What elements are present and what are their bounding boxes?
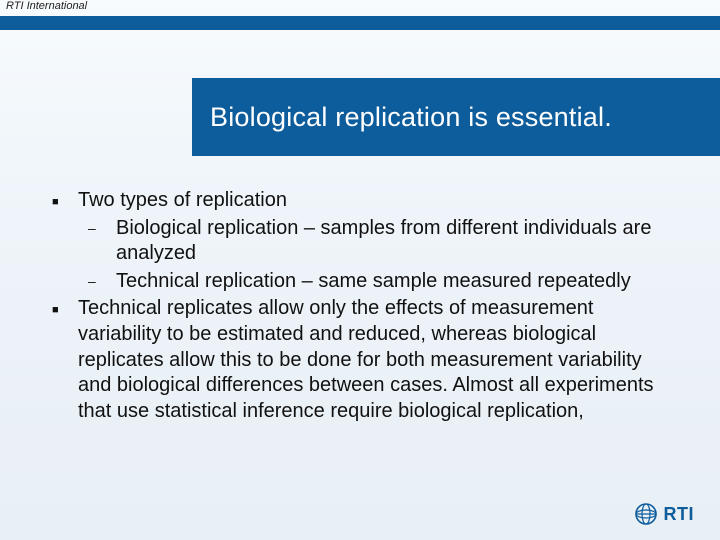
brand-header-label: RTI International (6, 0, 87, 12)
brand-logo: RTI (634, 502, 695, 526)
dash-bullet-icon: – (88, 269, 116, 295)
bullet-text: Biological replication – samples from di… (116, 216, 680, 267)
slide-body: ■ Two types of replication – Biological … (52, 188, 680, 426)
slide-title-block: Biological replication is essential. (192, 78, 720, 156)
square-bullet-icon: ■ (52, 188, 78, 214)
bullet-level2: – Biological replication – samples from … (52, 216, 680, 267)
square-bullet-icon: ■ (52, 296, 78, 424)
dash-bullet-icon: – (88, 216, 116, 267)
globe-icon (634, 502, 658, 526)
header-accent-bar (0, 16, 720, 30)
bullet-level1: ■ Technical replicates allow only the ef… (52, 296, 680, 424)
bullet-level2: – Technical replication – same sample me… (52, 269, 680, 295)
brand-logo-text: RTI (664, 504, 695, 525)
bullet-text: Technical replication – same sample meas… (116, 269, 631, 295)
bullet-text: Two types of replication (78, 188, 287, 214)
slide-title: Biological replication is essential. (210, 102, 612, 133)
bullet-text: Technical replicates allow only the effe… (78, 296, 680, 424)
bullet-level1: ■ Two types of replication (52, 188, 680, 214)
